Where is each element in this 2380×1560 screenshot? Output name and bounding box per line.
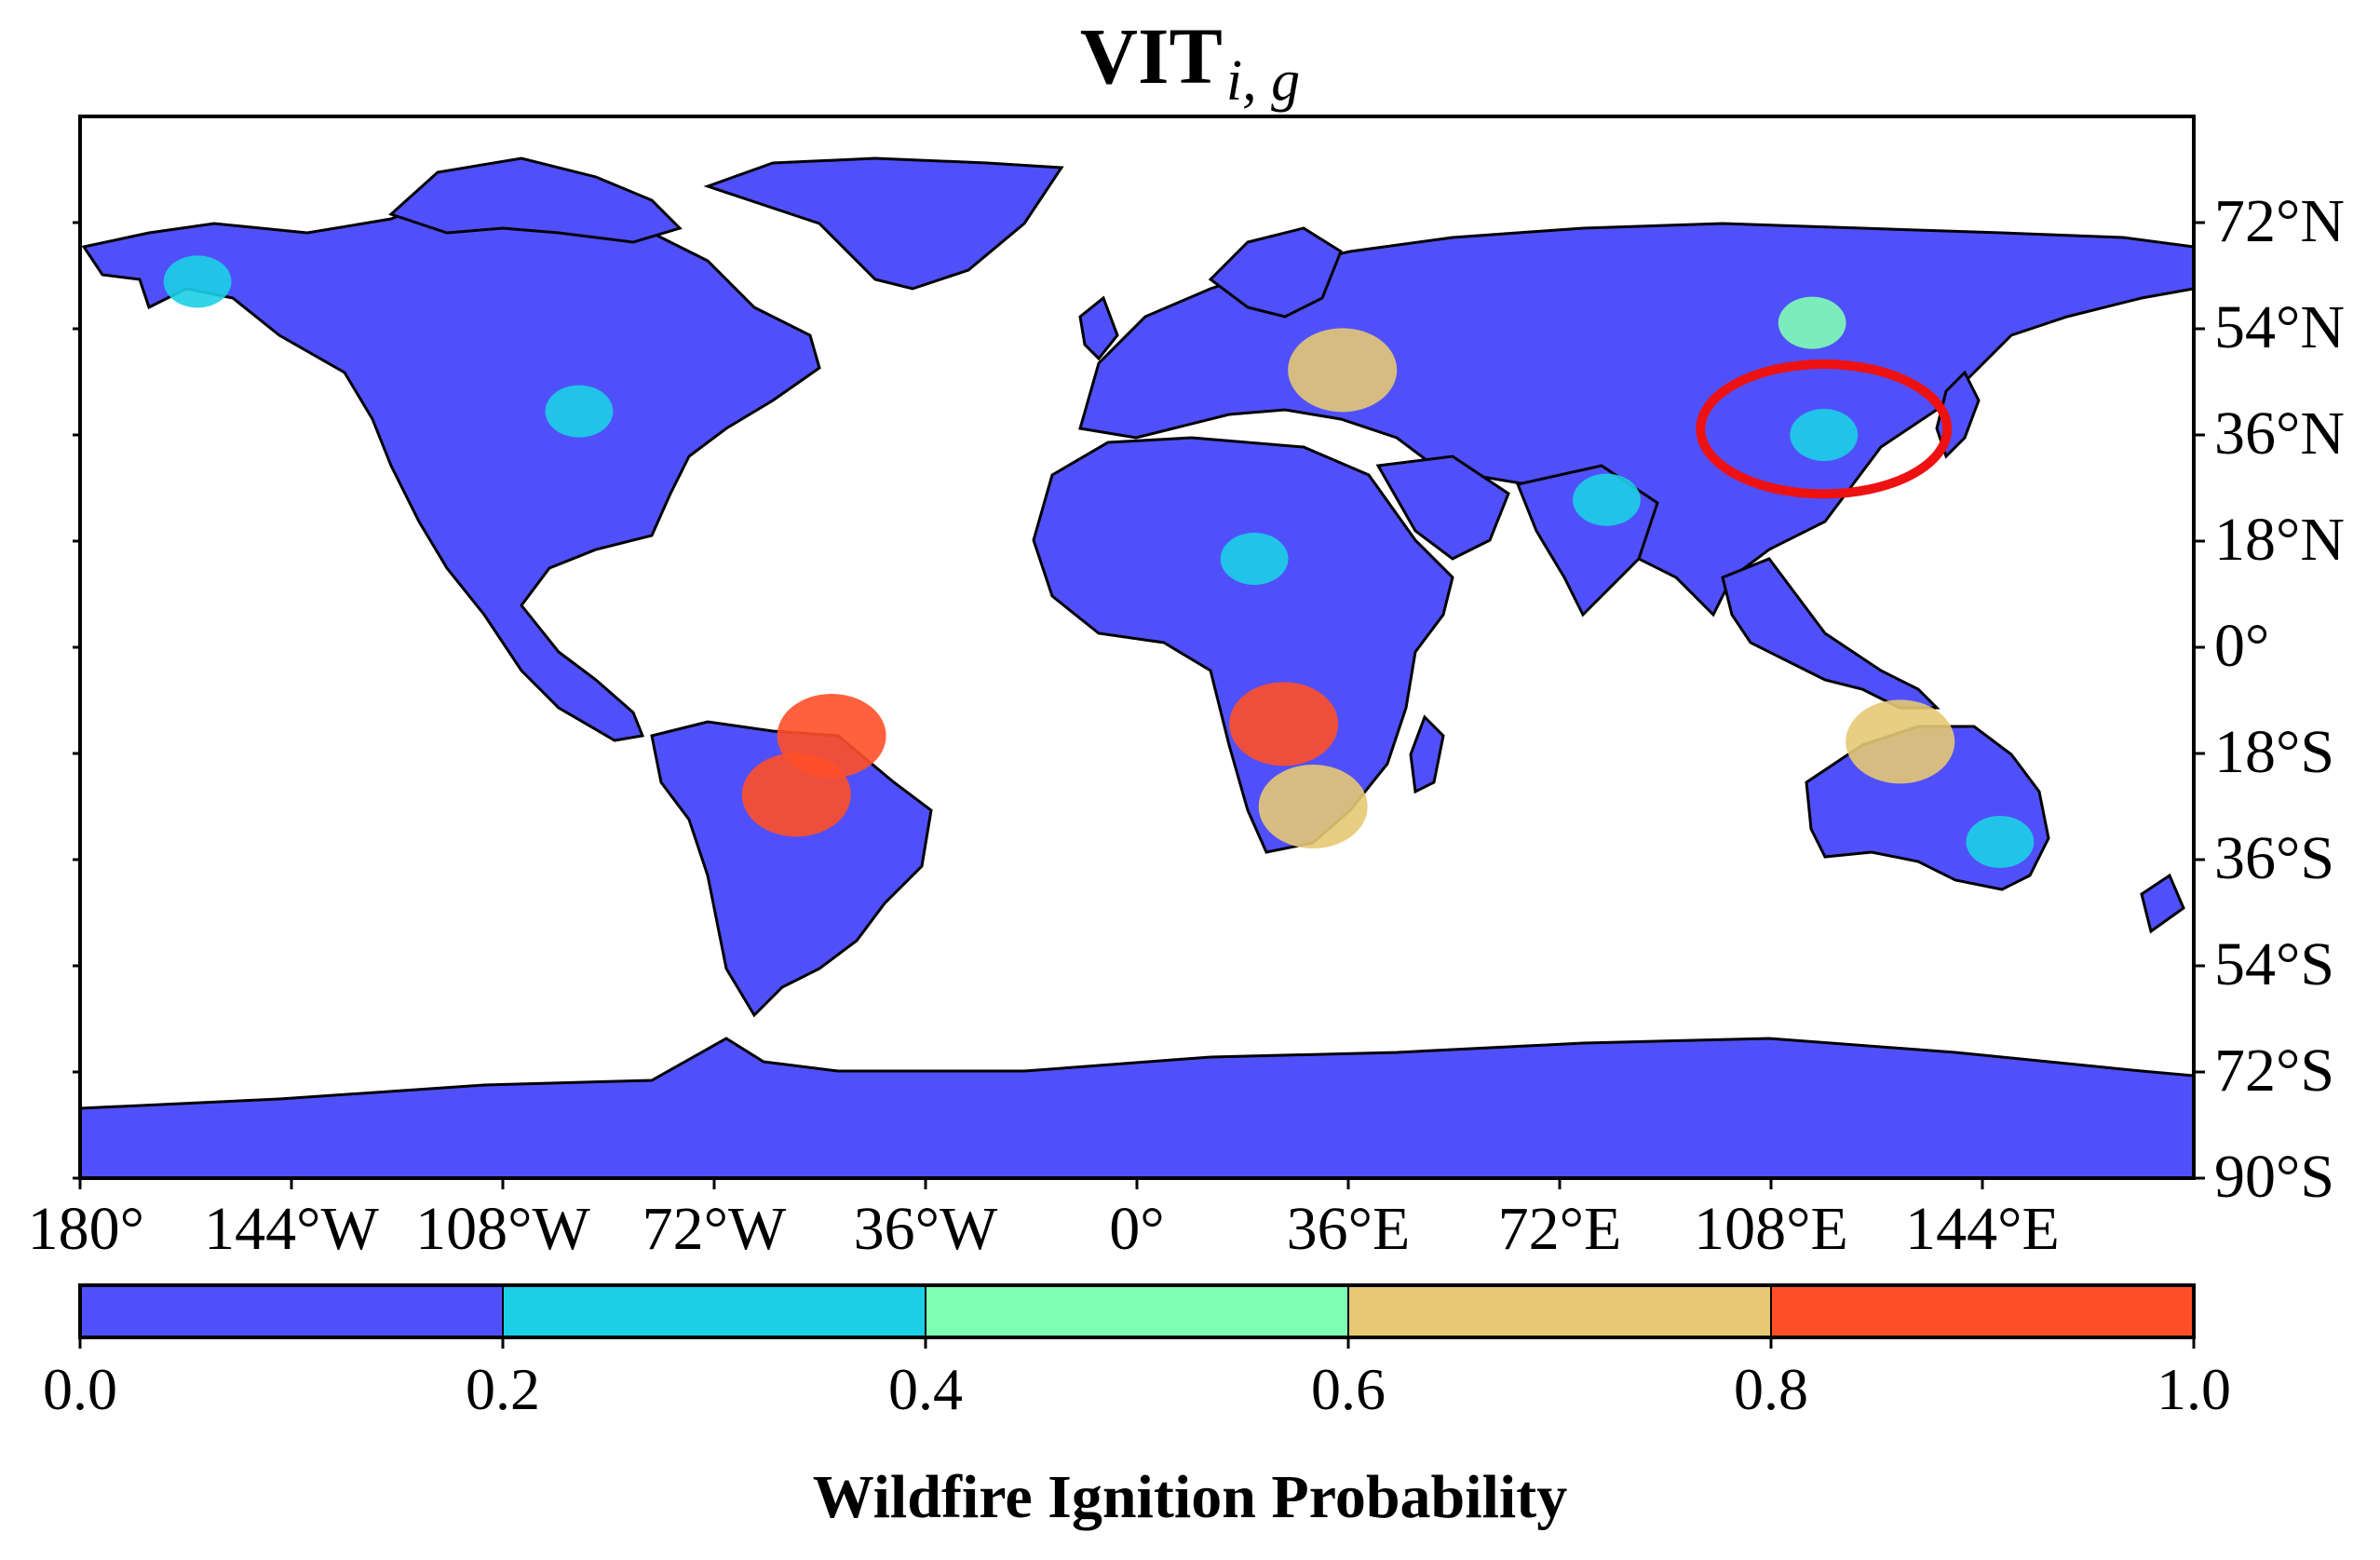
colorbar-title: Wildfire Ignition Probability <box>812 1463 1568 1531</box>
lat-label-7: 54°S <box>2214 930 2335 998</box>
lon-label-7: 72°E <box>1497 1195 1622 1263</box>
hotspot-layer <box>163 255 2035 868</box>
land-arabia <box>1375 454 1510 561</box>
lon-label-0: 180° <box>27 1195 144 1263</box>
hotspot-5 <box>1846 699 1955 784</box>
lon-label-9: 144°E <box>1905 1195 2060 1263</box>
hotspot-2 <box>741 753 851 837</box>
colorbar-bin-4 <box>1770 1284 2195 1338</box>
highlight-ellipse <box>1696 359 1953 499</box>
lon-label-1: 144°W <box>204 1195 379 1263</box>
hotspot-4 <box>1288 328 1398 413</box>
colorbar-bin-0 <box>79 1284 504 1338</box>
hotspot-0 <box>1229 682 1339 766</box>
hotspot-7 <box>545 385 614 438</box>
lat-label-1: 54°N <box>2214 293 2346 361</box>
land-greenland <box>703 156 1064 291</box>
hotspot-9 <box>1790 409 1859 461</box>
lon-label-5: 0° <box>1109 1195 1165 1263</box>
hotspot-12 <box>1220 533 1289 585</box>
lon-label-3: 72°W <box>642 1195 787 1263</box>
land-layer <box>80 156 2194 1178</box>
lon-label-2: 108°W <box>415 1195 590 1263</box>
colorbar-label-4: 0.8 <box>1734 1356 1808 1422</box>
colorbar-label-3: 0.6 <box>1311 1356 1386 1422</box>
land-arctic-islands <box>388 156 683 244</box>
colorbar-frame <box>78 1283 2196 1339</box>
land-eurasia <box>1078 222 2194 617</box>
land-southeast-asia <box>1721 557 1941 710</box>
colorbar-bin-1 <box>502 1284 926 1338</box>
hotspot-6 <box>1778 296 1846 349</box>
land-scandinavia <box>1208 226 1343 319</box>
hotspot-10 <box>1966 816 2035 868</box>
lat-label-5: 18°S <box>2214 718 2335 786</box>
colorbar-label-1: 0.2 <box>466 1356 540 1422</box>
latitude-ticks <box>73 221 2205 1180</box>
lat-label-4: 0° <box>2214 612 2270 680</box>
lat-label-8: 72°S <box>2214 1037 2335 1105</box>
hotspot-3 <box>1258 765 1368 848</box>
colorbar-bin-3 <box>1347 1284 1772 1338</box>
colorbar-label-5: 1.0 <box>2157 1356 2231 1422</box>
lon-label-4: 36°W <box>853 1195 998 1263</box>
lat-label-9: 90°S <box>2214 1143 2335 1211</box>
land-africa <box>1032 436 1454 854</box>
highlight-layer <box>1696 359 1953 499</box>
colorbar-label-0: 0.0 <box>43 1356 117 1422</box>
hotspot-8 <box>163 255 232 308</box>
lat-label-0: 72°N <box>2214 187 2346 255</box>
land-new-zealand <box>2140 873 2185 934</box>
map-title: VITi, g <box>0 9 2380 115</box>
lon-label-6: 36°E <box>1286 1195 1411 1263</box>
lat-label-3: 18°N <box>2214 506 2346 574</box>
land-britain <box>1078 295 1119 361</box>
colorbar-bin-2 <box>925 1284 1349 1338</box>
lat-label-6: 36°S <box>2214 824 2335 892</box>
land-madagascar <box>1409 714 1445 794</box>
lat-label-2: 36°N <box>2214 400 2346 468</box>
lon-label-8: 108°E <box>1694 1195 1848 1263</box>
land-antarctica <box>80 1037 2194 1178</box>
colorbar <box>78 1283 2196 1349</box>
colorbar-label-2: 0.4 <box>888 1356 963 1422</box>
map-title-main: VIT <box>1079 11 1223 101</box>
map-title-subscript: i, g <box>1225 49 1301 113</box>
longitude-ticks <box>78 1178 1984 1189</box>
hotspot-11 <box>1573 473 1641 526</box>
